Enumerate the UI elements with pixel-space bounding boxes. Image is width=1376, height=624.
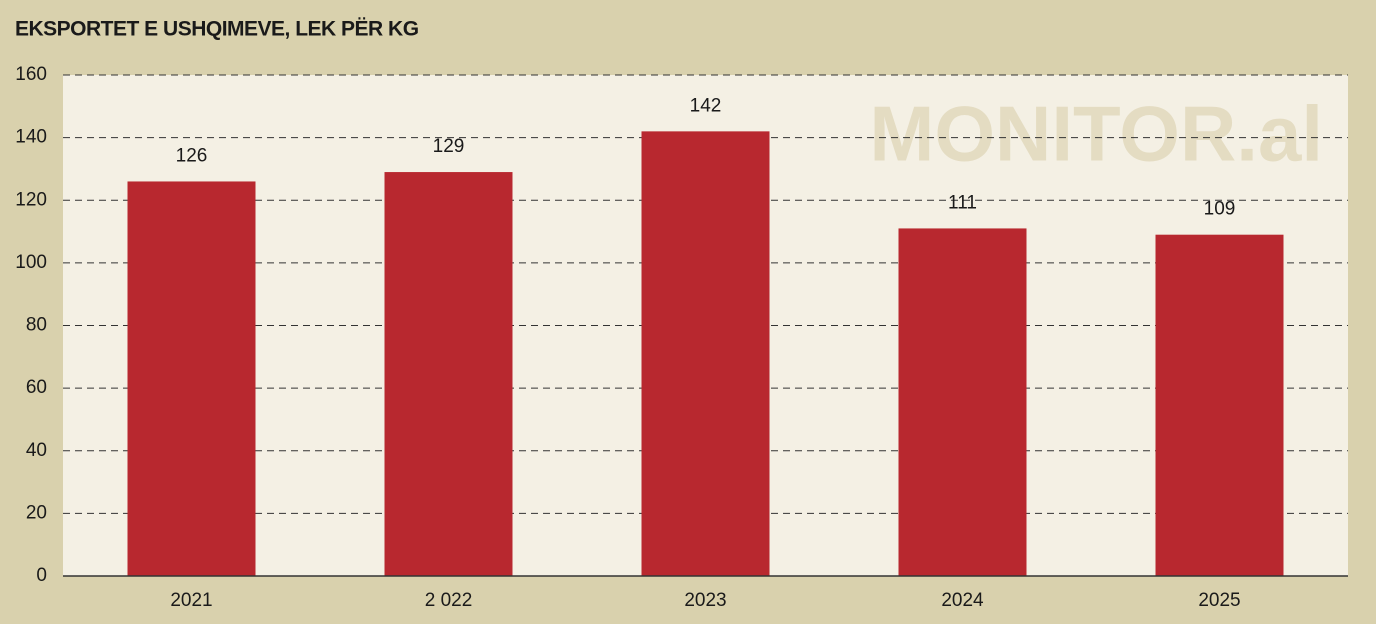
y-tick-label: 160 bbox=[15, 64, 47, 85]
x-tick-label: 2023 bbox=[684, 590, 726, 611]
y-tick-label: 80 bbox=[26, 315, 47, 336]
y-tick-label: 40 bbox=[26, 440, 47, 461]
value-label: 111 bbox=[948, 192, 977, 213]
value-label: 126 bbox=[176, 145, 208, 166]
y-tick-label: 140 bbox=[15, 127, 47, 148]
x-tick-label: 2024 bbox=[941, 590, 984, 611]
x-tick-label: 2025 bbox=[1198, 590, 1240, 611]
x-tick-label: 2 022 bbox=[425, 590, 473, 611]
bar bbox=[898, 228, 1027, 576]
bar bbox=[384, 172, 513, 576]
bar bbox=[1155, 234, 1284, 576]
x-tick-label: 2021 bbox=[170, 590, 212, 611]
bar bbox=[641, 131, 770, 577]
y-tick-label: 60 bbox=[26, 377, 47, 398]
y-tick-label: 20 bbox=[26, 502, 47, 523]
value-label: 142 bbox=[690, 95, 722, 116]
y-tick-label: 0 bbox=[36, 565, 47, 586]
y-tick-label: 120 bbox=[15, 189, 47, 210]
value-label: 129 bbox=[433, 136, 465, 157]
bar bbox=[127, 181, 256, 576]
value-label: 109 bbox=[1204, 199, 1236, 220]
y-tick-label: 100 bbox=[15, 252, 47, 273]
chart-title: EKSPORTET E USHQIMEVE, LEK PËR KG bbox=[15, 18, 419, 41]
watermark: MONITOR.al bbox=[869, 90, 1323, 178]
